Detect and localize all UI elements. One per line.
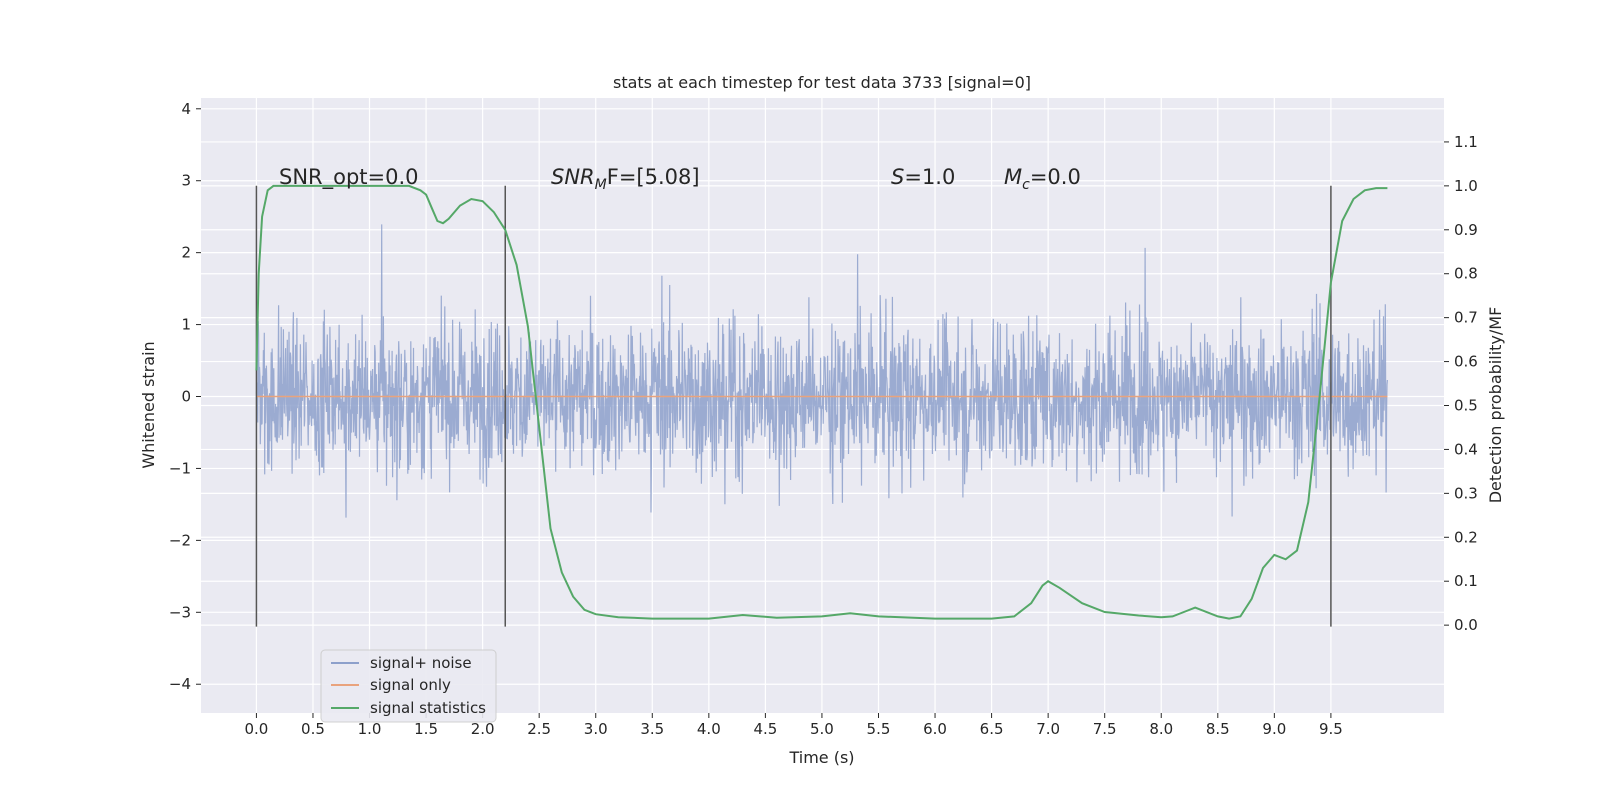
y-right-tick-label: 0.5 (1454, 397, 1478, 415)
x-tick-label: 5.5 (867, 720, 891, 738)
y-tick-label: −2 (169, 531, 191, 549)
y-tick-label: −1 (169, 459, 191, 477)
y-right-tick-label: 0.0 (1454, 616, 1478, 634)
y-right-tick-label: 0.9 (1454, 221, 1478, 239)
x-tick-label: 3.0 (584, 720, 608, 738)
y-axis-right-ticks: 0.0 0.1 0.2 0.3 0.4 0.5 0.6 0.7 0.8 0.9 1.0 1.1 (1444, 133, 1478, 634)
y-tick-label: −4 (169, 675, 191, 693)
mc-label: M (1004, 165, 1022, 189)
y-right-tick-label: 1.1 (1454, 133, 1478, 151)
legend-label-signal-only: signal only (370, 676, 451, 694)
signal-noise-line (255, 224, 1388, 518)
y-tick-label: 0 (181, 388, 191, 406)
annotation-snr-mf: SNRMF=[5.08] (551, 165, 700, 193)
x-tick-label: 7.5 (1093, 720, 1117, 738)
y-right-tick-label: 0.2 (1454, 528, 1478, 546)
y-tick-label: 4 (181, 100, 191, 118)
legend-box (320, 649, 497, 723)
signal-noise-series (255, 224, 1388, 518)
y-right-tick-label: 0.7 (1454, 309, 1478, 327)
s-value: =1.0 (904, 165, 955, 189)
x-tick-label: 2.5 (527, 720, 551, 738)
y-right-tick-label: 1.0 (1454, 177, 1478, 195)
x-tick-label: 5.0 (810, 720, 834, 738)
legend: signal+ noise signal only signal statist… (320, 649, 497, 723)
x-tick-label: 3.5 (640, 720, 664, 738)
y-tick-label: 1 (181, 316, 191, 334)
x-tick-label: 1.0 (358, 720, 382, 738)
s-label: S (891, 165, 904, 189)
x-axis-ticks: 0.0 0.5 1.0 1.5 2.0 2.5 3.0 3.5 4.0 4.5 5.0 5.5 6.0 6… (244, 713, 1343, 738)
y-right-tick-label: 0.6 (1454, 353, 1478, 371)
y-tick-label: 3 (181, 172, 191, 190)
snr-mf-sub: M (595, 177, 607, 193)
legend-label-signal-statistics: signal statistics (370, 699, 486, 717)
mc-sub: c (1022, 177, 1030, 193)
signal-statistics-series (255, 184, 1388, 620)
x-tick-label: 8.0 (1149, 720, 1173, 738)
x-tick-label: 8.5 (1206, 720, 1230, 738)
annotation-snr-opt: SNR_opt=0.0 (279, 165, 419, 190)
y-axis-right-label: Detection probability/MF (1486, 307, 1505, 504)
x-tick-label: 0.0 (244, 720, 268, 738)
snr-mf-prefix: SNR (551, 165, 595, 189)
y-tick-label: −3 (169, 603, 191, 621)
x-axis-label: Time (s) (788, 748, 854, 767)
x-tick-label: 2.0 (471, 720, 495, 738)
y-right-tick-label: 0.1 (1454, 572, 1478, 590)
annotation-s: S=1.0 (891, 165, 955, 189)
y-right-tick-label: 0.3 (1454, 484, 1478, 502)
x-tick-label: 9.0 (1262, 720, 1286, 738)
x-tick-label: 7.0 (1036, 720, 1060, 738)
y-tick-label: 2 (181, 244, 191, 262)
x-tick-label: 6.0 (923, 720, 947, 738)
y-right-tick-label: 0.4 (1454, 440, 1478, 458)
x-tick-label: 0.5 (301, 720, 325, 738)
mc-value: =0.0 (1030, 165, 1081, 189)
legend-label-signal-noise: signal+ noise (370, 654, 472, 672)
chart-title: stats at each timestep for test data 373… (613, 73, 1031, 92)
y-axis-label: Whitened strain (139, 341, 158, 468)
x-tick-label: 9.5 (1319, 720, 1343, 738)
snr-mf-suffix: F=[5.08] (607, 165, 700, 189)
x-tick-label: 4.0 (697, 720, 721, 738)
x-tick-label: 6.5 (980, 720, 1004, 738)
x-tick-label: 4.5 (753, 720, 777, 738)
vertical-markers (255, 185, 1332, 627)
signal-statistics-line (255, 184, 1388, 620)
x-tick-label: 1.5 (414, 720, 438, 738)
annotation-mc: Mc=0.0 (1004, 165, 1081, 193)
y-axis-ticks: −4 −3 −2 −1 0 1 2 3 4 (169, 100, 201, 693)
y-right-tick-label: 0.8 (1454, 265, 1478, 283)
